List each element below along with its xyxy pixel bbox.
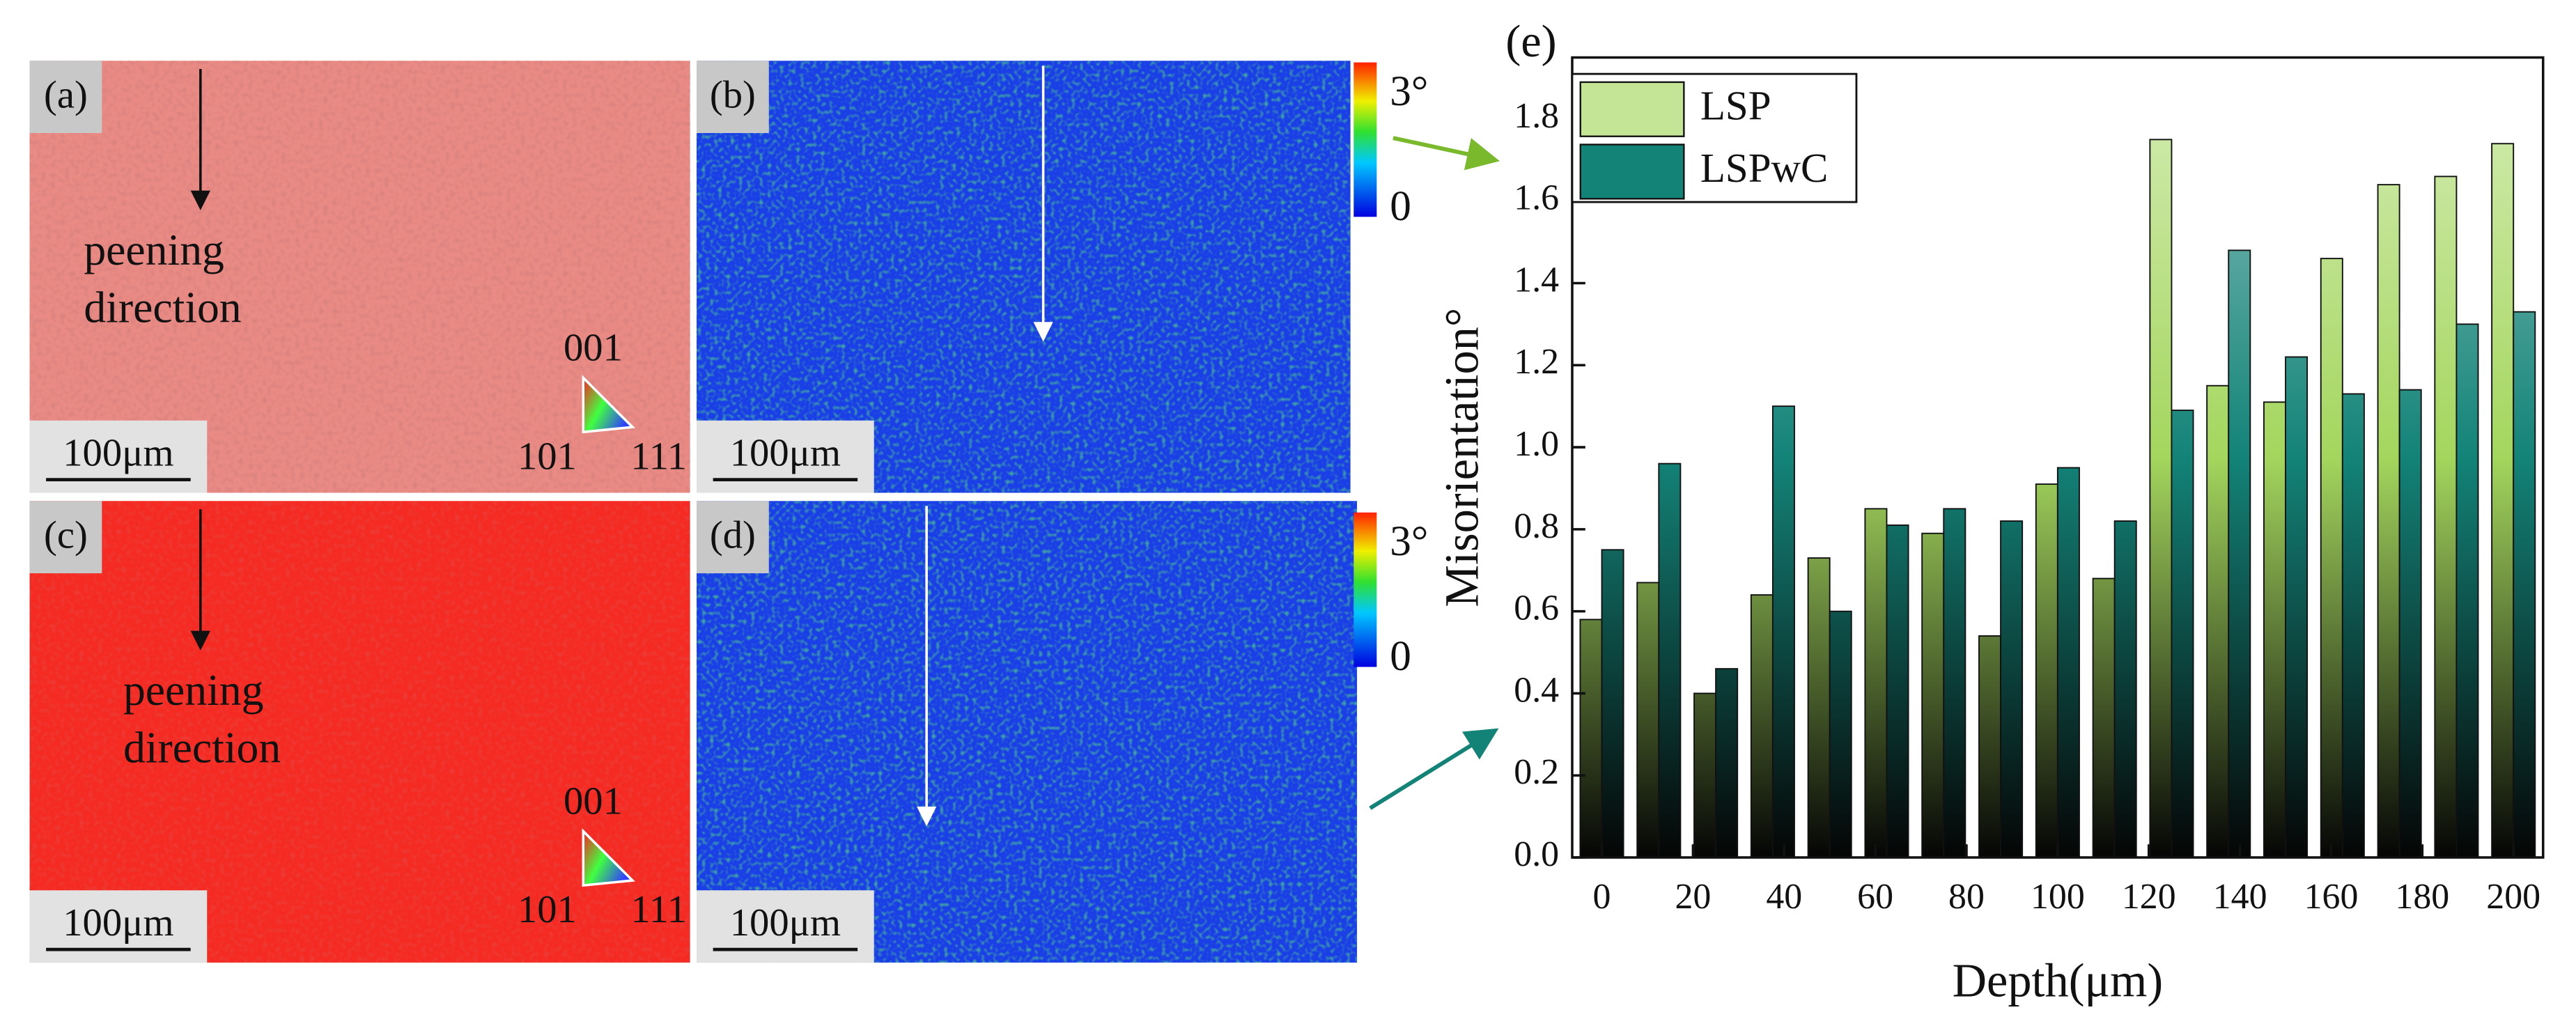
ipf-label: 101: [518, 435, 577, 478]
scale-label: 100μm: [63, 901, 173, 945]
ipf-label: 001: [564, 327, 623, 370]
ipf-triangle: [582, 375, 635, 434]
scale-label: 100μm: [63, 432, 173, 475]
bar: [2113, 520, 2137, 858]
y-tick-label: 0.8: [1514, 506, 1559, 546]
ipf-label: 001: [564, 780, 623, 823]
bar: [1601, 549, 1624, 858]
x-tick-label: 0: [1593, 877, 1611, 917]
y-tick-label: 1.2: [1514, 342, 1559, 382]
map-texture: [29, 501, 690, 963]
label-box: [697, 501, 769, 574]
link-arrow: [1392, 136, 1500, 171]
bar: [1693, 692, 1717, 858]
x-tick-label: 20: [1675, 877, 1711, 917]
bar: [2149, 139, 2173, 858]
x-tick-label: 200: [2486, 877, 2540, 917]
colorbar-label: 3°: [1390, 518, 1428, 565]
label-box: [29, 61, 102, 134]
bar: [1771, 405, 1795, 858]
bar: [2035, 483, 2058, 858]
link-arrow: [1369, 728, 1499, 810]
y-tick-label: 1.0: [1514, 424, 1559, 464]
y-tick-label: 0.6: [1514, 589, 1559, 628]
bar: [1750, 594, 1774, 858]
map-texture: [697, 501, 1358, 963]
x-tick-label: 160: [2304, 877, 2359, 917]
panel-label: (e): [1505, 16, 1556, 67]
bar: [2491, 143, 2515, 858]
direction-label: direction: [123, 723, 281, 772]
bar: [2285, 356, 2309, 858]
legend-label: LSP: [1700, 83, 1771, 129]
bar: [2455, 323, 2479, 858]
colorbar-label: 3°: [1390, 68, 1428, 115]
bar: [1658, 463, 1682, 858]
ipf-label: 111: [630, 435, 687, 478]
ipf-label: 101: [518, 888, 577, 931]
bar: [2263, 401, 2286, 858]
x-tick-label: 100: [2031, 877, 2085, 917]
bar: [2341, 393, 2365, 858]
legend-swatch: [1579, 81, 1685, 137]
legend-label: LSPwC: [1700, 145, 1828, 191]
bar: [2513, 311, 2536, 858]
bar: [2398, 389, 2422, 858]
label-box: [697, 61, 769, 134]
y-tick-label: 0.4: [1514, 670, 1559, 710]
y-tick-label: 1.8: [1514, 96, 1559, 136]
bar: [2056, 467, 2080, 858]
bar: [1978, 635, 2002, 858]
bar: [2092, 577, 2116, 858]
direction-label: peening: [123, 665, 264, 715]
label-box: [29, 501, 102, 574]
panel-label: (d): [710, 514, 756, 557]
y-tick-label: 1.4: [1514, 260, 1559, 300]
bar: [1579, 619, 1603, 858]
bar: [1636, 582, 1660, 858]
bar: [2206, 384, 2230, 858]
bar: [1715, 668, 1739, 858]
bar: [1921, 532, 1945, 858]
bar: [1807, 557, 1831, 858]
panel-label: (b): [710, 73, 756, 116]
direction-label: peening: [84, 225, 224, 274]
bar: [1886, 524, 1909, 858]
colorbar: [1353, 512, 1377, 667]
x-tick-label: 180: [2395, 877, 2449, 917]
bar: [2320, 258, 2343, 858]
colorbar: [1353, 62, 1377, 217]
bar: [1829, 610, 1852, 858]
x-axis-label: Depth(μm): [1953, 954, 2163, 1007]
bar: [2000, 520, 2024, 858]
panel-label: (c): [44, 514, 88, 557]
bar: [2434, 176, 2458, 858]
scale-label: 100μm: [730, 432, 841, 475]
bar: [2171, 410, 2194, 858]
ipf-label: 111: [630, 888, 687, 931]
legend-swatch: [1579, 143, 1685, 200]
direction-label: direction: [84, 283, 241, 332]
panel-label: (a): [44, 73, 88, 116]
x-tick-label: 80: [1948, 877, 1985, 917]
bar: [1943, 508, 1966, 858]
x-tick-label: 120: [2122, 877, 2176, 917]
scale-label: 100μm: [730, 901, 841, 945]
y-tick-label: 0.0: [1514, 834, 1559, 874]
bar: [1864, 508, 1888, 858]
y-axis-label: Misorientation°: [1436, 308, 1489, 607]
y-tick-label: 0.2: [1514, 752, 1559, 792]
y-tick-label: 1.6: [1514, 178, 1559, 218]
colorbar-label: 0: [1390, 632, 1411, 680]
bar: [2377, 184, 2400, 858]
x-tick-label: 140: [2213, 877, 2267, 917]
ipf-triangle: [582, 828, 635, 887]
x-tick-label: 40: [1766, 877, 1802, 917]
colorbar-label: 0: [1390, 182, 1411, 230]
x-tick-label: 60: [1857, 877, 1893, 917]
bar: [2228, 249, 2251, 858]
